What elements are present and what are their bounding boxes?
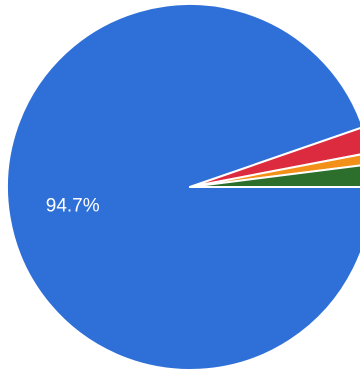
pie-slice-3 [189, 164, 360, 188]
pie-slice-0 [6, 3, 360, 371]
slice-label-0: 94.7% [46, 196, 100, 217]
pie-slice-1 [189, 127, 360, 188]
